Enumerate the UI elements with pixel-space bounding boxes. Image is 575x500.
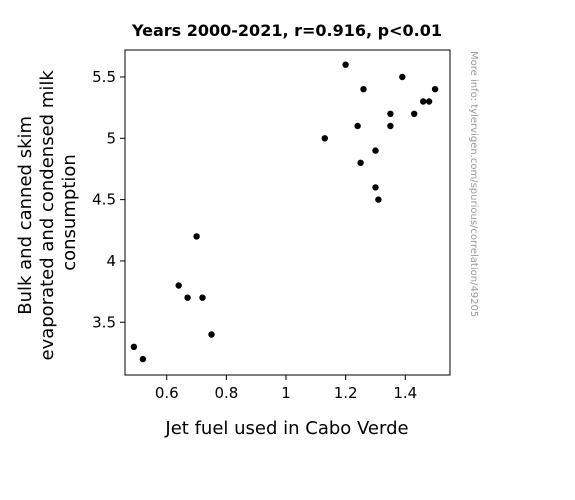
x-tick-label: 1.4 bbox=[393, 384, 417, 402]
data-point bbox=[175, 282, 182, 289]
data-point bbox=[411, 110, 418, 118]
y-axis-label: Bulk and canned skim evaporated and cond… bbox=[15, 64, 80, 360]
data-point bbox=[193, 233, 200, 240]
data-point bbox=[420, 98, 427, 105]
data-point bbox=[425, 98, 433, 105]
data-point bbox=[387, 122, 394, 130]
plot-area: 0.6 0.8 1 1.2 1.4 3.5 4 4.5 5 5.5 bbox=[92, 49, 451, 402]
y-axis-label-line-1: Bulk and canned skim bbox=[15, 116, 36, 315]
x-tick-label: 0.8 bbox=[214, 384, 238, 402]
y-tick-label: 4 bbox=[106, 252, 116, 270]
plot-frame bbox=[124, 49, 451, 376]
data-points bbox=[130, 61, 439, 363]
watermark-text: More info: tylervigen.com/spurious/corre… bbox=[468, 51, 479, 317]
data-point bbox=[354, 122, 361, 130]
y-tick-label: 4.5 bbox=[92, 191, 116, 209]
y-axis-ticks: 3.5 4 4.5 5 5.5 bbox=[92, 68, 125, 331]
x-tick-label: 0.6 bbox=[155, 384, 179, 402]
chart-title: Years 2000-2021, r=0.916, p<0.01 bbox=[131, 21, 442, 40]
data-point bbox=[130, 343, 138, 350]
data-point bbox=[372, 184, 379, 191]
data-point bbox=[208, 331, 215, 338]
y-tick-label: 3.5 bbox=[92, 313, 116, 331]
data-point bbox=[387, 110, 394, 118]
data-point bbox=[372, 147, 379, 154]
y-axis-label-line-3: consumption bbox=[59, 154, 80, 271]
y-tick-label: 5 bbox=[106, 129, 116, 147]
data-point bbox=[431, 86, 439, 93]
y-tick-label: 5.5 bbox=[92, 68, 116, 86]
x-axis-label: Jet fuel used in Cabo Verde bbox=[164, 418, 408, 439]
x-tick-label: 1.2 bbox=[334, 384, 358, 402]
data-point bbox=[199, 294, 206, 301]
data-point bbox=[399, 73, 406, 81]
data-point bbox=[375, 196, 382, 203]
y-axis-label-line-2: evaporated and condensed milk bbox=[37, 70, 58, 361]
data-point bbox=[342, 61, 349, 68]
x-axis-ticks: 0.6 0.8 1 1.2 1.4 bbox=[155, 375, 417, 402]
x-tick-label: 1 bbox=[281, 384, 291, 402]
data-point bbox=[139, 355, 147, 363]
data-point bbox=[321, 135, 328, 142]
data-point bbox=[184, 294, 191, 301]
data-point bbox=[357, 159, 364, 166]
data-point bbox=[360, 86, 367, 93]
